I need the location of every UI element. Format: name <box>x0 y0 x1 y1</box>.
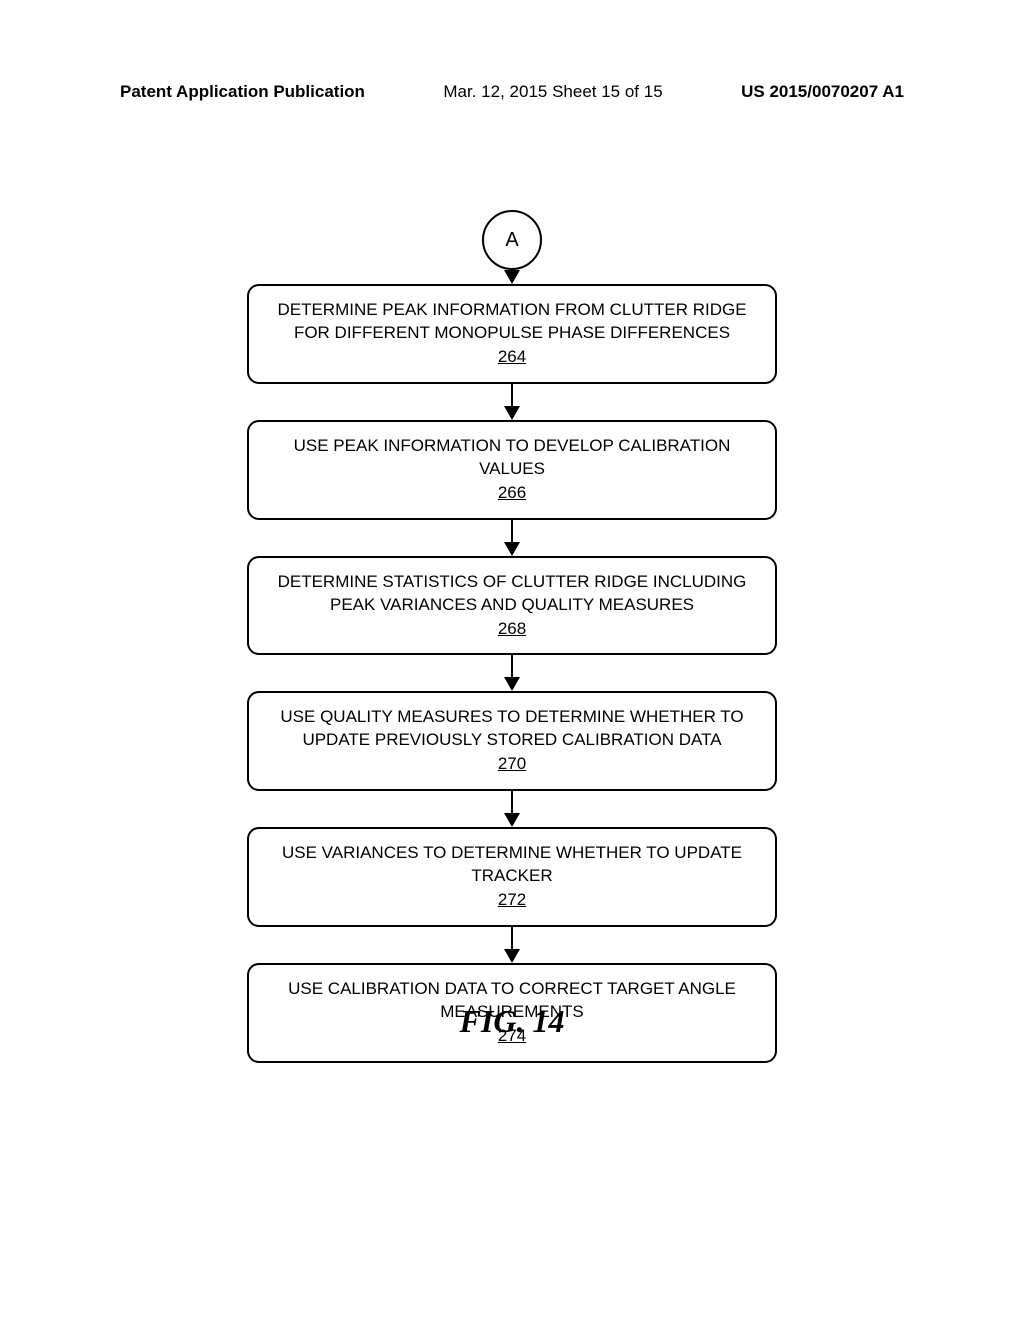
flowchart-container: A DETERMINE PEAK INFORMATION FROM CLUTTE… <box>247 210 777 1063</box>
arrow-connector <box>504 927 520 963</box>
process-step-272: USE VARIANCES TO DETERMINE WHETHER TO UP… <box>247 827 777 927</box>
process-text: DETERMINE STATISTICS OF CLUTTER RIDGE IN… <box>273 571 751 617</box>
arrow-head-icon <box>504 949 520 963</box>
figure-label: FIG. 14 <box>460 1003 565 1040</box>
arrow-head-icon <box>504 542 520 556</box>
process-ref: 270 <box>498 753 526 776</box>
arrow-head-icon <box>504 270 520 284</box>
header-middle: Mar. 12, 2015 Sheet 15 of 15 <box>443 82 662 102</box>
connector-circle: A <box>482 210 542 270</box>
process-ref: 268 <box>498 618 526 641</box>
process-step-268: DETERMINE STATISTICS OF CLUTTER RIDGE IN… <box>247 556 777 656</box>
process-ref: 272 <box>498 889 526 912</box>
process-text: DETERMINE PEAK INFORMATION FROM CLUTTER … <box>273 299 751 345</box>
process-step-264: DETERMINE PEAK INFORMATION FROM CLUTTER … <box>247 284 777 384</box>
arrow-connector <box>504 384 520 420</box>
process-ref: 264 <box>498 346 526 369</box>
process-text: USE PEAK INFORMATION TO DEVELOP CALIBRAT… <box>273 435 751 481</box>
process-step-266: USE PEAK INFORMATION TO DEVELOP CALIBRAT… <box>247 420 777 520</box>
header-right: US 2015/0070207 A1 <box>741 82 904 102</box>
arrow-head-icon <box>504 813 520 827</box>
process-step-270: USE QUALITY MEASURES TO DETERMINE WHETHE… <box>247 691 777 791</box>
arrow-connector <box>504 270 520 284</box>
arrow-connector <box>504 520 520 556</box>
process-ref: 266 <box>498 482 526 505</box>
arrow-connector <box>504 655 520 691</box>
header-left: Patent Application Publication <box>120 82 365 102</box>
arrow-head-icon <box>504 677 520 691</box>
arrow-connector <box>504 791 520 827</box>
arrow-head-icon <box>504 406 520 420</box>
connector-label: A <box>505 229 518 252</box>
process-text: USE VARIANCES TO DETERMINE WHETHER TO UP… <box>273 842 751 888</box>
page-header: Patent Application Publication Mar. 12, … <box>0 82 1024 102</box>
process-text: USE QUALITY MEASURES TO DETERMINE WHETHE… <box>273 706 751 752</box>
